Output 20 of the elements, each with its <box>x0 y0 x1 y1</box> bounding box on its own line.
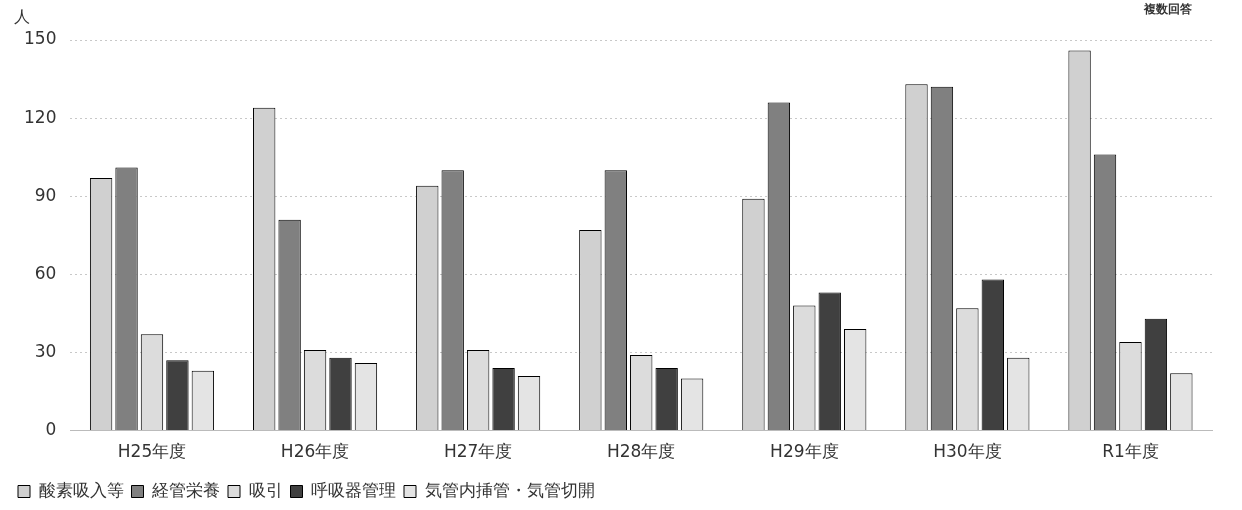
legend-label: 吸引 <box>248 479 283 500</box>
text: 複数回答 <box>1143 2 1193 17</box>
y-tick-label: 0 <box>45 419 57 440</box>
x-tick-label: H28年度 <box>607 441 676 462</box>
legend-label: 酸素吸入等 <box>38 479 124 500</box>
y-tick-label: 30 <box>34 340 57 361</box>
y-tick-label: 120 <box>23 106 57 127</box>
x-tick-label: H29年度 <box>770 441 839 462</box>
y-tick-label: 150 <box>23 28 57 49</box>
legend-label: 経管栄養 <box>151 479 220 500</box>
y-axis-title: 人 <box>14 7 30 27</box>
x-tick-label: R1年度 <box>1102 441 1159 462</box>
legend-label: 呼吸器管理 <box>311 479 396 500</box>
legend-label: 気管内挿管・気管切開 <box>424 479 595 500</box>
x-tick-label: H25年度 <box>117 441 187 462</box>
x-tick-label: H30年度 <box>933 441 1002 462</box>
x-tick-label: H26年度 <box>280 441 350 462</box>
y-tick-label: 60 <box>34 262 57 283</box>
y-tick-label: 90 <box>34 184 57 205</box>
x-tick-label: H27年度 <box>443 441 513 462</box>
